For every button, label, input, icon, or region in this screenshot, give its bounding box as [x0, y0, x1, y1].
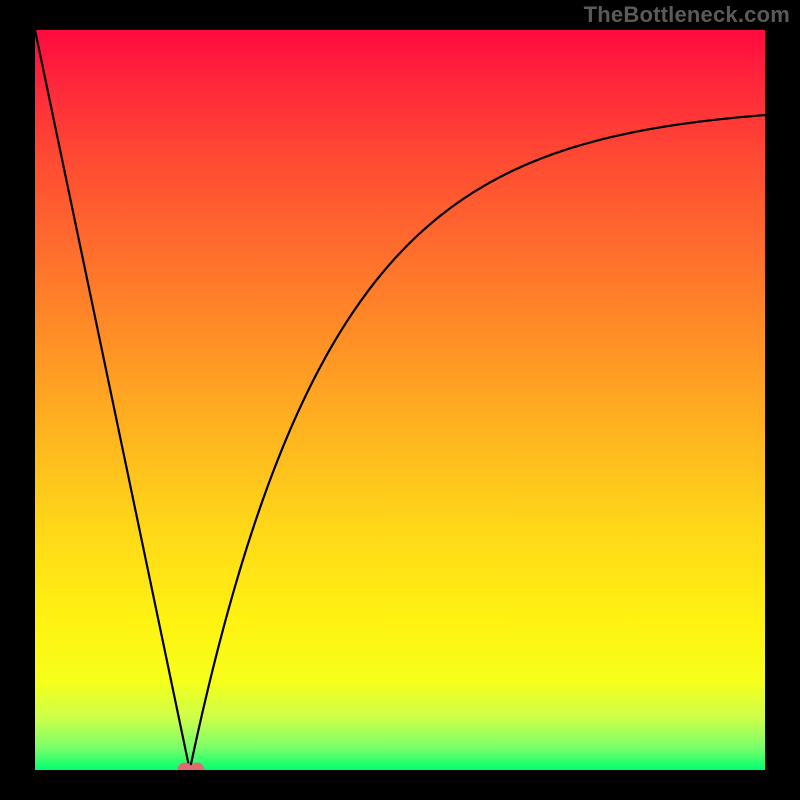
chart-frame: TheBottleneck.com	[0, 0, 800, 800]
watermark-text: TheBottleneck.com	[584, 2, 790, 28]
plot-gradient	[35, 30, 765, 770]
bottleneck-curve	[35, 30, 765, 770]
plot-area	[35, 30, 765, 770]
curve-layer	[35, 30, 765, 770]
